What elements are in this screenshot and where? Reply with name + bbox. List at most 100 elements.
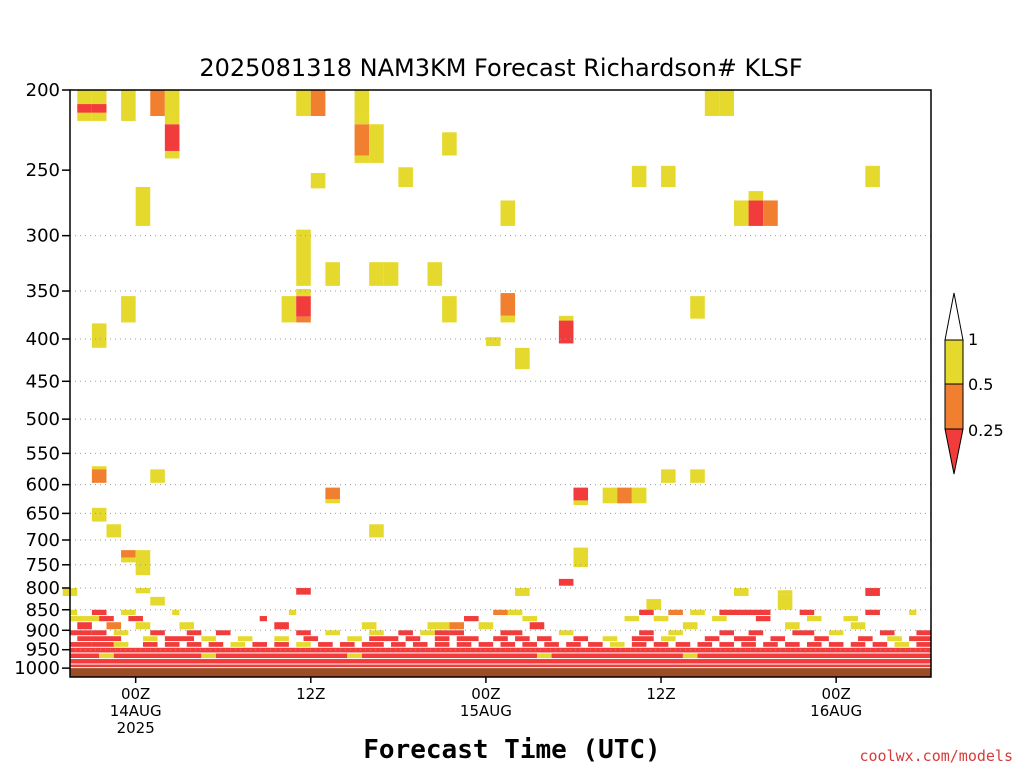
y-tick-label: 650 <box>26 503 60 524</box>
ri-cell <box>121 557 136 563</box>
legend-level-label: 0.25 <box>968 421 1004 440</box>
ri-cell <box>909 636 931 642</box>
ri-cell <box>106 622 122 630</box>
y-tick-label: 900 <box>26 620 60 641</box>
y-tick-label: 850 <box>26 600 60 621</box>
ri-cell <box>354 155 370 163</box>
ri-cell <box>442 296 457 323</box>
ri-cell <box>843 616 859 622</box>
ri-cell <box>661 469 676 483</box>
ri-cell <box>690 469 705 483</box>
ri-cell <box>697 653 931 659</box>
ri-cell <box>164 90 180 116</box>
ri-cell <box>522 642 537 647</box>
ri-cell <box>215 653 348 659</box>
ri-cell <box>347 636 362 642</box>
ri-cell <box>135 186 151 226</box>
ri-cell <box>631 636 654 642</box>
ri-cell <box>865 165 880 187</box>
ri-cell <box>733 200 749 226</box>
ri-cell <box>274 636 289 642</box>
ri-cell <box>712 616 727 622</box>
y-tick-label: 350 <box>26 281 60 302</box>
ri-cell <box>70 653 100 659</box>
ri-cell <box>91 469 107 483</box>
ri-cell <box>719 90 734 116</box>
ri-cell <box>150 630 165 636</box>
ri-cell <box>77 104 92 113</box>
ri-cell <box>682 622 698 630</box>
ri-cell <box>70 609 78 616</box>
ri-cell <box>741 642 756 647</box>
ri-cell <box>296 587 311 595</box>
ri-cell <box>478 642 494 647</box>
x-tick-label: 00Z <box>821 685 850 703</box>
y-tick-label: 950 <box>26 640 60 661</box>
y-tick-label: 550 <box>26 443 60 464</box>
ri-cell <box>588 642 603 647</box>
ri-cell <box>755 616 771 622</box>
ri-cell <box>631 487 647 504</box>
ri-cell <box>296 630 311 636</box>
ri-cell <box>303 636 319 642</box>
ri-cell <box>412 642 428 647</box>
ri-cell <box>274 642 289 647</box>
x-tick-label: 00Z <box>471 685 500 703</box>
ri-cell <box>485 337 501 347</box>
ri-cell <box>128 616 143 622</box>
y-tick-label: 400 <box>26 329 60 350</box>
ri-cell <box>690 609 705 616</box>
ri-cell <box>828 642 844 647</box>
ri-cell <box>858 636 873 642</box>
y-tick-label: 450 <box>26 371 60 392</box>
ri-cell <box>230 642 246 647</box>
ri-cell <box>690 296 705 319</box>
ri-cell <box>150 596 165 606</box>
ri-cell <box>879 630 895 636</box>
ri-cell <box>361 642 384 647</box>
ri-cell <box>84 616 100 622</box>
ri-cell <box>361 653 537 659</box>
ri-cell <box>354 124 370 156</box>
y-tick-label: 600 <box>26 475 60 496</box>
ri-cell <box>142 636 158 642</box>
ri-cell <box>318 642 333 647</box>
ri-cell <box>456 642 472 647</box>
ri-cell <box>383 262 399 286</box>
ri-cell <box>339 642 355 647</box>
ri-cell <box>325 262 340 286</box>
ri-cell <box>507 609 523 616</box>
ri-cell <box>77 622 92 630</box>
ri-cell <box>106 636 122 642</box>
ri-cell <box>828 630 844 636</box>
ri-cell <box>500 200 516 226</box>
ri-cell <box>354 90 370 116</box>
ri-cell <box>515 636 530 642</box>
ri-cell <box>354 115 370 125</box>
ri-cell <box>369 524 384 538</box>
ri-cell <box>500 315 516 323</box>
ri-cell <box>91 323 107 348</box>
legend-lower-arrow <box>944 428 964 475</box>
ri-cell <box>799 609 815 616</box>
ri-cell <box>113 642 129 647</box>
ri-cell <box>201 636 216 642</box>
ri-cell <box>668 630 683 636</box>
ri-cell <box>121 550 136 558</box>
ri-cell <box>493 609 508 616</box>
legend-level-label: 0.5 <box>968 375 993 394</box>
x-tick-label: 00Z <box>121 685 150 703</box>
ri-cell <box>113 630 129 636</box>
ri-cell <box>536 636 552 642</box>
ri-cell <box>573 487 589 501</box>
ri-cell <box>434 630 450 636</box>
ri-cell <box>806 642 822 647</box>
ri-cell <box>325 487 340 500</box>
ri-cell <box>252 642 268 647</box>
y-tick-label: 700 <box>26 530 60 551</box>
ri-cell <box>150 469 165 483</box>
ri-cell <box>792 630 815 636</box>
ri-cell <box>164 642 180 647</box>
ri-cell <box>653 642 669 647</box>
ri-cell <box>573 547 589 568</box>
